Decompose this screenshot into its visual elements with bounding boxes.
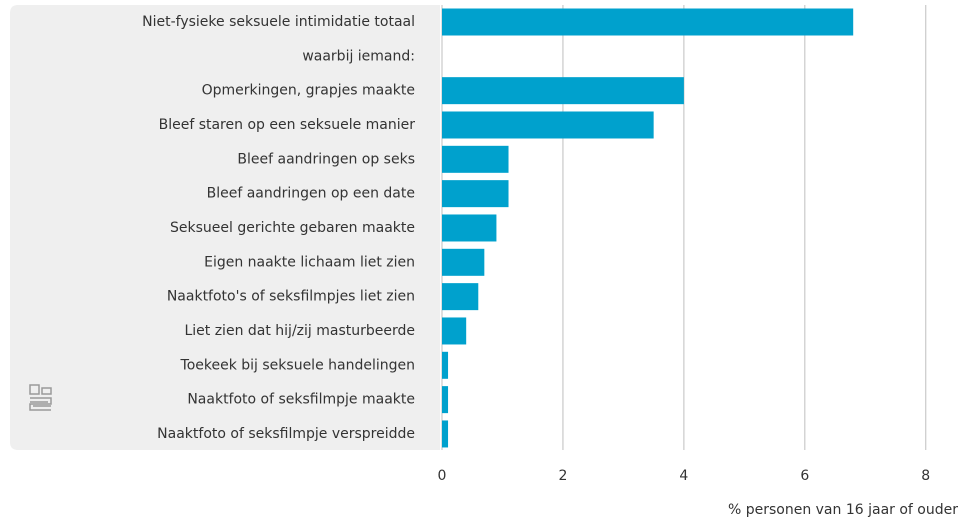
x-tick-label: 2 (558, 468, 567, 484)
x-tick-label: 4 (679, 468, 688, 484)
y-tick-label: Bleef aandringen op seks (237, 151, 415, 167)
bar (442, 8, 854, 36)
bar (442, 420, 449, 448)
y-tick-label: Naaktfoto of seksfilmpje maakte (187, 392, 415, 408)
y-tick-label: Niet-fysieke seksuele intimidatie totaal (142, 14, 415, 30)
bar (442, 283, 479, 311)
bar (442, 111, 654, 139)
y-tick-label: Toekeek bij seksuele handelingen (180, 357, 415, 373)
y-tick-label: Naaktfoto's of seksfilmpjes liet zien (167, 289, 415, 305)
y-tick-label: Eigen naakte lichaam liet zien (204, 254, 415, 270)
bar (442, 351, 449, 379)
y-tick-label: Naaktfoto of seksfilmpje verspreidde (157, 426, 415, 442)
y-tick-label: Liet zien dat hij/zij masturbeerde (184, 323, 415, 339)
bar (442, 145, 509, 173)
y-tick-label: Bleef staren op een seksuele manier (159, 117, 416, 133)
bar (442, 77, 684, 105)
x-axis-label: % personen van 16 jaar of ouder (728, 502, 958, 518)
bar (442, 214, 497, 242)
y-tick-label: Seksueel gerichte gebaren maakte (170, 220, 415, 236)
bar (442, 317, 467, 345)
y-tick-label: waarbij iemand: (302, 48, 415, 64)
y-tick-label: Opmerkingen, grapjes maakte (202, 83, 415, 99)
x-tick-label: 0 (438, 468, 447, 484)
label-panel (10, 5, 440, 450)
cbs-logo (29, 384, 52, 411)
bar (442, 180, 509, 208)
x-tick-label: 6 (800, 468, 809, 484)
y-tick-label: Bleef aandringen op een date (207, 186, 415, 202)
bar (442, 248, 485, 276)
x-tick-label: 8 (921, 468, 930, 484)
bar (442, 386, 449, 414)
